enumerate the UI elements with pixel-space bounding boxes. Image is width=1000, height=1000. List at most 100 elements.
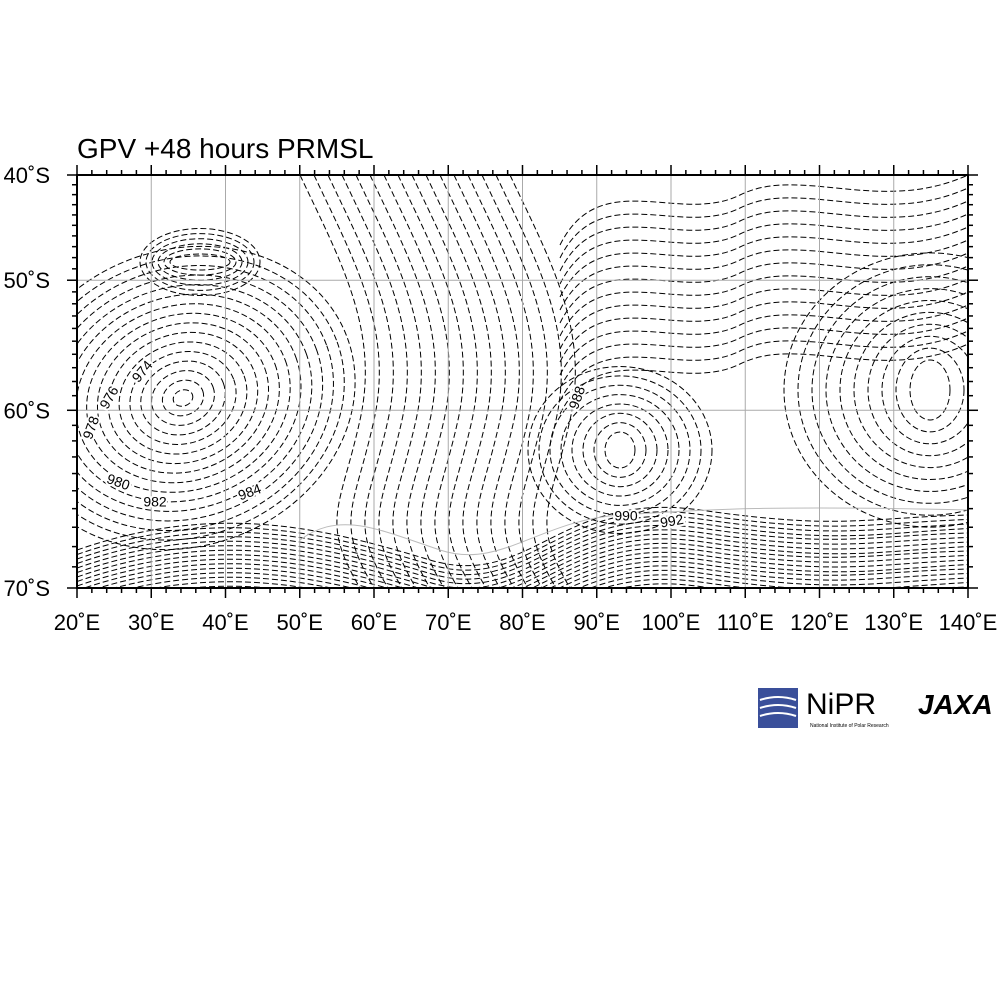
contour [559,278,968,350]
contour [161,379,205,417]
contour [139,228,261,296]
contour [425,175,492,588]
lon-label: 90˚E [574,610,620,635]
contour [527,366,713,534]
contour [467,175,534,588]
contour [509,175,576,588]
contour [145,233,255,291]
contour [96,551,968,588]
contour [559,330,968,402]
contour [355,175,422,588]
nipr-full-text: National Institute of Polar Research [810,723,889,729]
contour [559,317,968,389]
contour [559,265,968,337]
contour [411,175,478,588]
nipr-icon-waves [759,696,797,717]
contour [77,520,968,580]
contour [131,560,968,588]
contour [559,304,968,376]
lon-label: 130˚E [864,610,923,635]
contour [797,264,968,516]
contours [77,175,968,588]
coastline [299,507,968,556]
lon-label: 100˚E [642,610,701,635]
contour [172,389,194,407]
lon-label: 60˚E [351,610,397,635]
contour [839,300,968,480]
contour [77,245,356,551]
contour [107,331,259,465]
lon-label: 120˚E [790,610,849,635]
contour [582,412,658,488]
contour [825,288,968,492]
contour [369,175,436,588]
contour [439,175,506,588]
contour-label: 990 [614,508,638,524]
contour [96,322,270,474]
nipr-text: NiPR [806,688,876,721]
contour [559,200,968,272]
lat-label: 40˚S [4,163,50,188]
lat-label: 70˚S [4,576,50,601]
lon-label: 50˚E [277,610,323,635]
contour [313,175,380,588]
contour [604,431,636,469]
contour [163,248,237,276]
contour [327,175,394,588]
contour [299,175,366,588]
lon-label: 20˚E [54,610,100,635]
contour [77,542,968,588]
contour [77,529,968,588]
jaxa-logo: JAXA [918,689,993,720]
contour [77,303,291,493]
contour [83,547,968,588]
contour [593,422,647,478]
lon-label: 70˚E [425,610,471,635]
contour [77,515,968,575]
contour [151,370,215,426]
contour [112,556,968,588]
contour [129,351,237,445]
contour [151,238,249,286]
contour [559,187,968,259]
contour [77,533,968,588]
contour [559,291,968,363]
contour [559,239,968,311]
contour [909,359,951,421]
nipr-icon [758,688,798,728]
contour [77,255,345,541]
contour [77,511,968,571]
contour [118,341,248,455]
contour [559,175,968,246]
contour [895,347,965,433]
contour [571,403,669,497]
contour [867,323,968,457]
contour [383,175,450,588]
contour [140,360,226,436]
contour-label: 988 [565,384,588,412]
map-frame [76,174,969,589]
contour [560,394,680,506]
contour [559,252,968,324]
contour [881,335,968,445]
contour [77,284,313,512]
lon-label: 140˚E [939,610,998,635]
contour-label: 982 [143,494,167,510]
contour [77,524,968,584]
contour [559,213,968,285]
contour [77,293,302,503]
contour [453,175,520,588]
lon-label: 40˚E [202,610,248,635]
contour-label: 992 [659,511,685,531]
lon-label: 110˚E [717,610,774,635]
contour [341,175,408,588]
contour [783,252,968,528]
contour [86,312,280,484]
contour [169,253,231,271]
contour-label: 984 [236,480,264,503]
nipr-logo: NiPR National Institute of Polar Researc… [758,688,889,729]
contour [559,226,968,298]
contour [559,343,968,415]
contour [549,384,691,516]
